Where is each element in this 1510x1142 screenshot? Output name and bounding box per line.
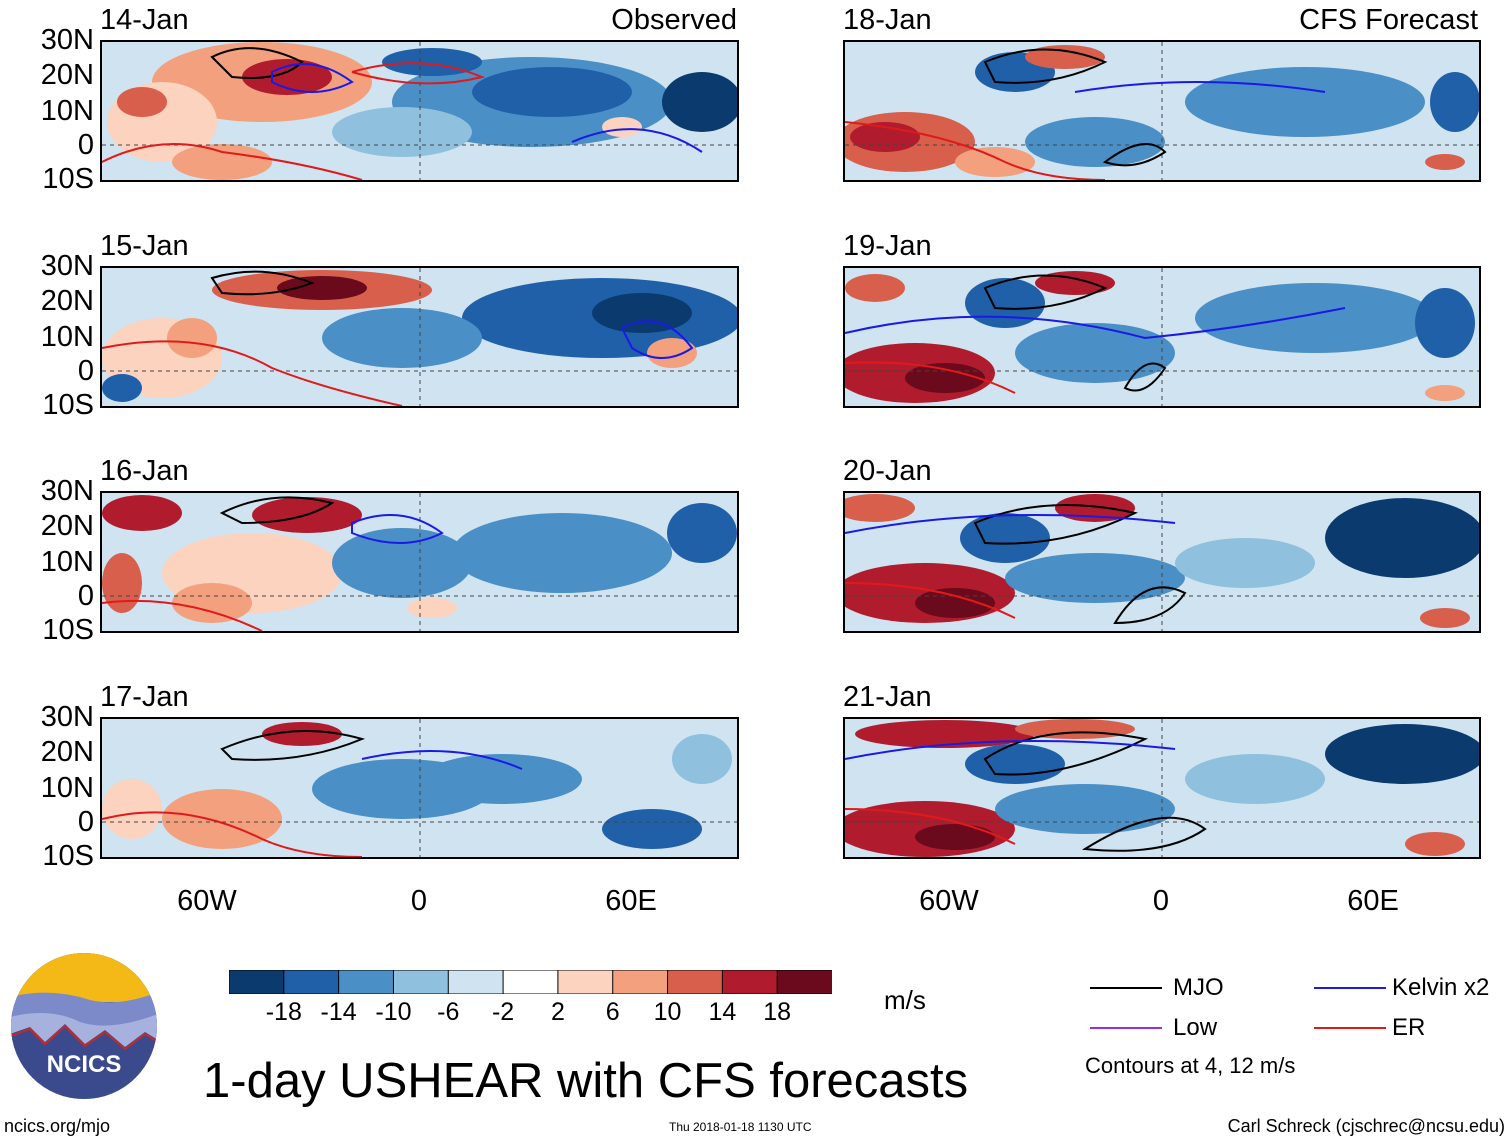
colorbar-tick-label: -10 — [375, 998, 412, 1026]
map-panel-20-jan — [843, 491, 1481, 633]
map-panel-19-jan — [843, 266, 1481, 408]
lon-label: 60E — [605, 885, 657, 917]
lat-label: 0 — [77, 580, 94, 612]
lat-label: 0 — [77, 355, 94, 387]
colorbar-tick-label: 6 — [605, 998, 620, 1026]
colorbar-tick-label: 18 — [763, 998, 792, 1026]
legend-low-line — [1090, 1027, 1162, 1029]
lat-label: 20N — [40, 59, 94, 91]
colorbar-tick-label: -14 — [320, 998, 357, 1026]
lat-label: 0 — [77, 129, 94, 161]
lat-label: 10S — [42, 163, 94, 195]
panel-date-15-jan: 15-Jan — [100, 230, 189, 262]
colorbar-swatch — [392, 969, 450, 995]
map-panel-21-jan — [843, 717, 1481, 859]
panel-date-20-jan: 20-Jan — [843, 455, 932, 487]
panel-date-21-jan: 21-Jan — [843, 681, 932, 713]
panel-date-14-jan: 14-Jan — [100, 4, 189, 36]
legend-low-label: Low — [1173, 1014, 1218, 1041]
legend-mjo-label: MJO — [1173, 974, 1224, 1001]
footer-author: Carl Schreck (cjschrec@ncsu.edu) — [1227, 1116, 1505, 1136]
colorbar-tick-label: -18 — [265, 998, 302, 1026]
legend-mjo-line — [1090, 987, 1162, 989]
lat-label: 30N — [40, 701, 94, 733]
colorbar-swatch — [667, 969, 724, 995]
lon-label: 60E — [1347, 885, 1399, 917]
legend-er-line — [1314, 1027, 1386, 1029]
panel-date-16-jan: 16-Jan — [100, 455, 189, 487]
lat-label: 10N — [40, 772, 94, 804]
legend-er-label: ER — [1392, 1014, 1426, 1041]
map-panel-14-jan — [100, 40, 739, 182]
observed-label: Observed — [611, 4, 737, 36]
panel-date-19-jan: 19-Jan — [843, 230, 932, 262]
lat-label: 20N — [40, 510, 94, 542]
lon-label: 60W — [177, 885, 237, 917]
lon-label: 60W — [919, 885, 979, 917]
panel-date-17-jan: 17-Jan — [100, 681, 189, 713]
lon-label: 0 — [410, 885, 428, 917]
ncics-logo: NCICS — [10, 952, 158, 1100]
lat-label: 30N — [40, 250, 94, 282]
map-panel-16-jan — [100, 491, 739, 633]
lat-label: 30N — [40, 475, 94, 507]
colorbar-swatch — [447, 969, 505, 995]
lat-label: 10N — [40, 95, 94, 127]
colorbar-swatch — [612, 969, 669, 995]
colorbar-swatch — [557, 969, 614, 995]
lat-label: 10N — [40, 321, 94, 353]
colorbar-swatch — [502, 969, 559, 995]
lat-label: 20N — [40, 736, 94, 768]
map-panel-15-jan — [100, 266, 739, 408]
colorbar-tick-label: -6 — [437, 998, 460, 1026]
lat-label: 10N — [40, 546, 94, 578]
lon-label: 0 — [1152, 885, 1170, 917]
map-panel-18-jan — [843, 40, 1481, 182]
colorbar-tick-label: 2 — [550, 998, 565, 1026]
lat-label: 30N — [40, 24, 94, 56]
map-panel-17-jan — [100, 717, 739, 859]
colorbar-swatch — [338, 969, 395, 995]
colorbar-tick-label: 10 — [653, 998, 682, 1026]
colorbar-tick-label: 14 — [708, 998, 737, 1026]
panel-date-18-jan: 18-Jan — [843, 4, 932, 36]
footer-website[interactable]: ncics.org/mjo — [4, 1116, 111, 1136]
logo-text: NCICS — [47, 1051, 122, 1078]
colorbar-units: m/s — [884, 985, 926, 1015]
lat-label: 20N — [40, 285, 94, 317]
colorbar — [228, 969, 833, 995]
colorbar-swatch — [776, 969, 833, 995]
colorbar-swatch — [228, 969, 285, 995]
colorbar-swatch — [283, 969, 340, 995]
footer-timestamp: Thu 2018-01-18 1130 UTC — [669, 1120, 812, 1134]
lat-label: 10S — [42, 614, 94, 646]
legend-kelvin-line — [1314, 987, 1386, 989]
colorbar-swatch — [721, 969, 779, 995]
legend-note: Contours at 4, 12 m/s — [1085, 1053, 1296, 1078]
lat-label: 10S — [42, 389, 94, 421]
figure-title: 1-day USHEAR with CFS forecasts — [203, 1054, 969, 1108]
lat-label: 0 — [77, 806, 94, 838]
forecast-label: CFS Forecast — [1299, 4, 1478, 36]
legend-kelvin-label: Kelvin x2 — [1392, 974, 1490, 1001]
colorbar-tick-label: -2 — [491, 998, 515, 1026]
lat-label: 10S — [42, 840, 94, 872]
